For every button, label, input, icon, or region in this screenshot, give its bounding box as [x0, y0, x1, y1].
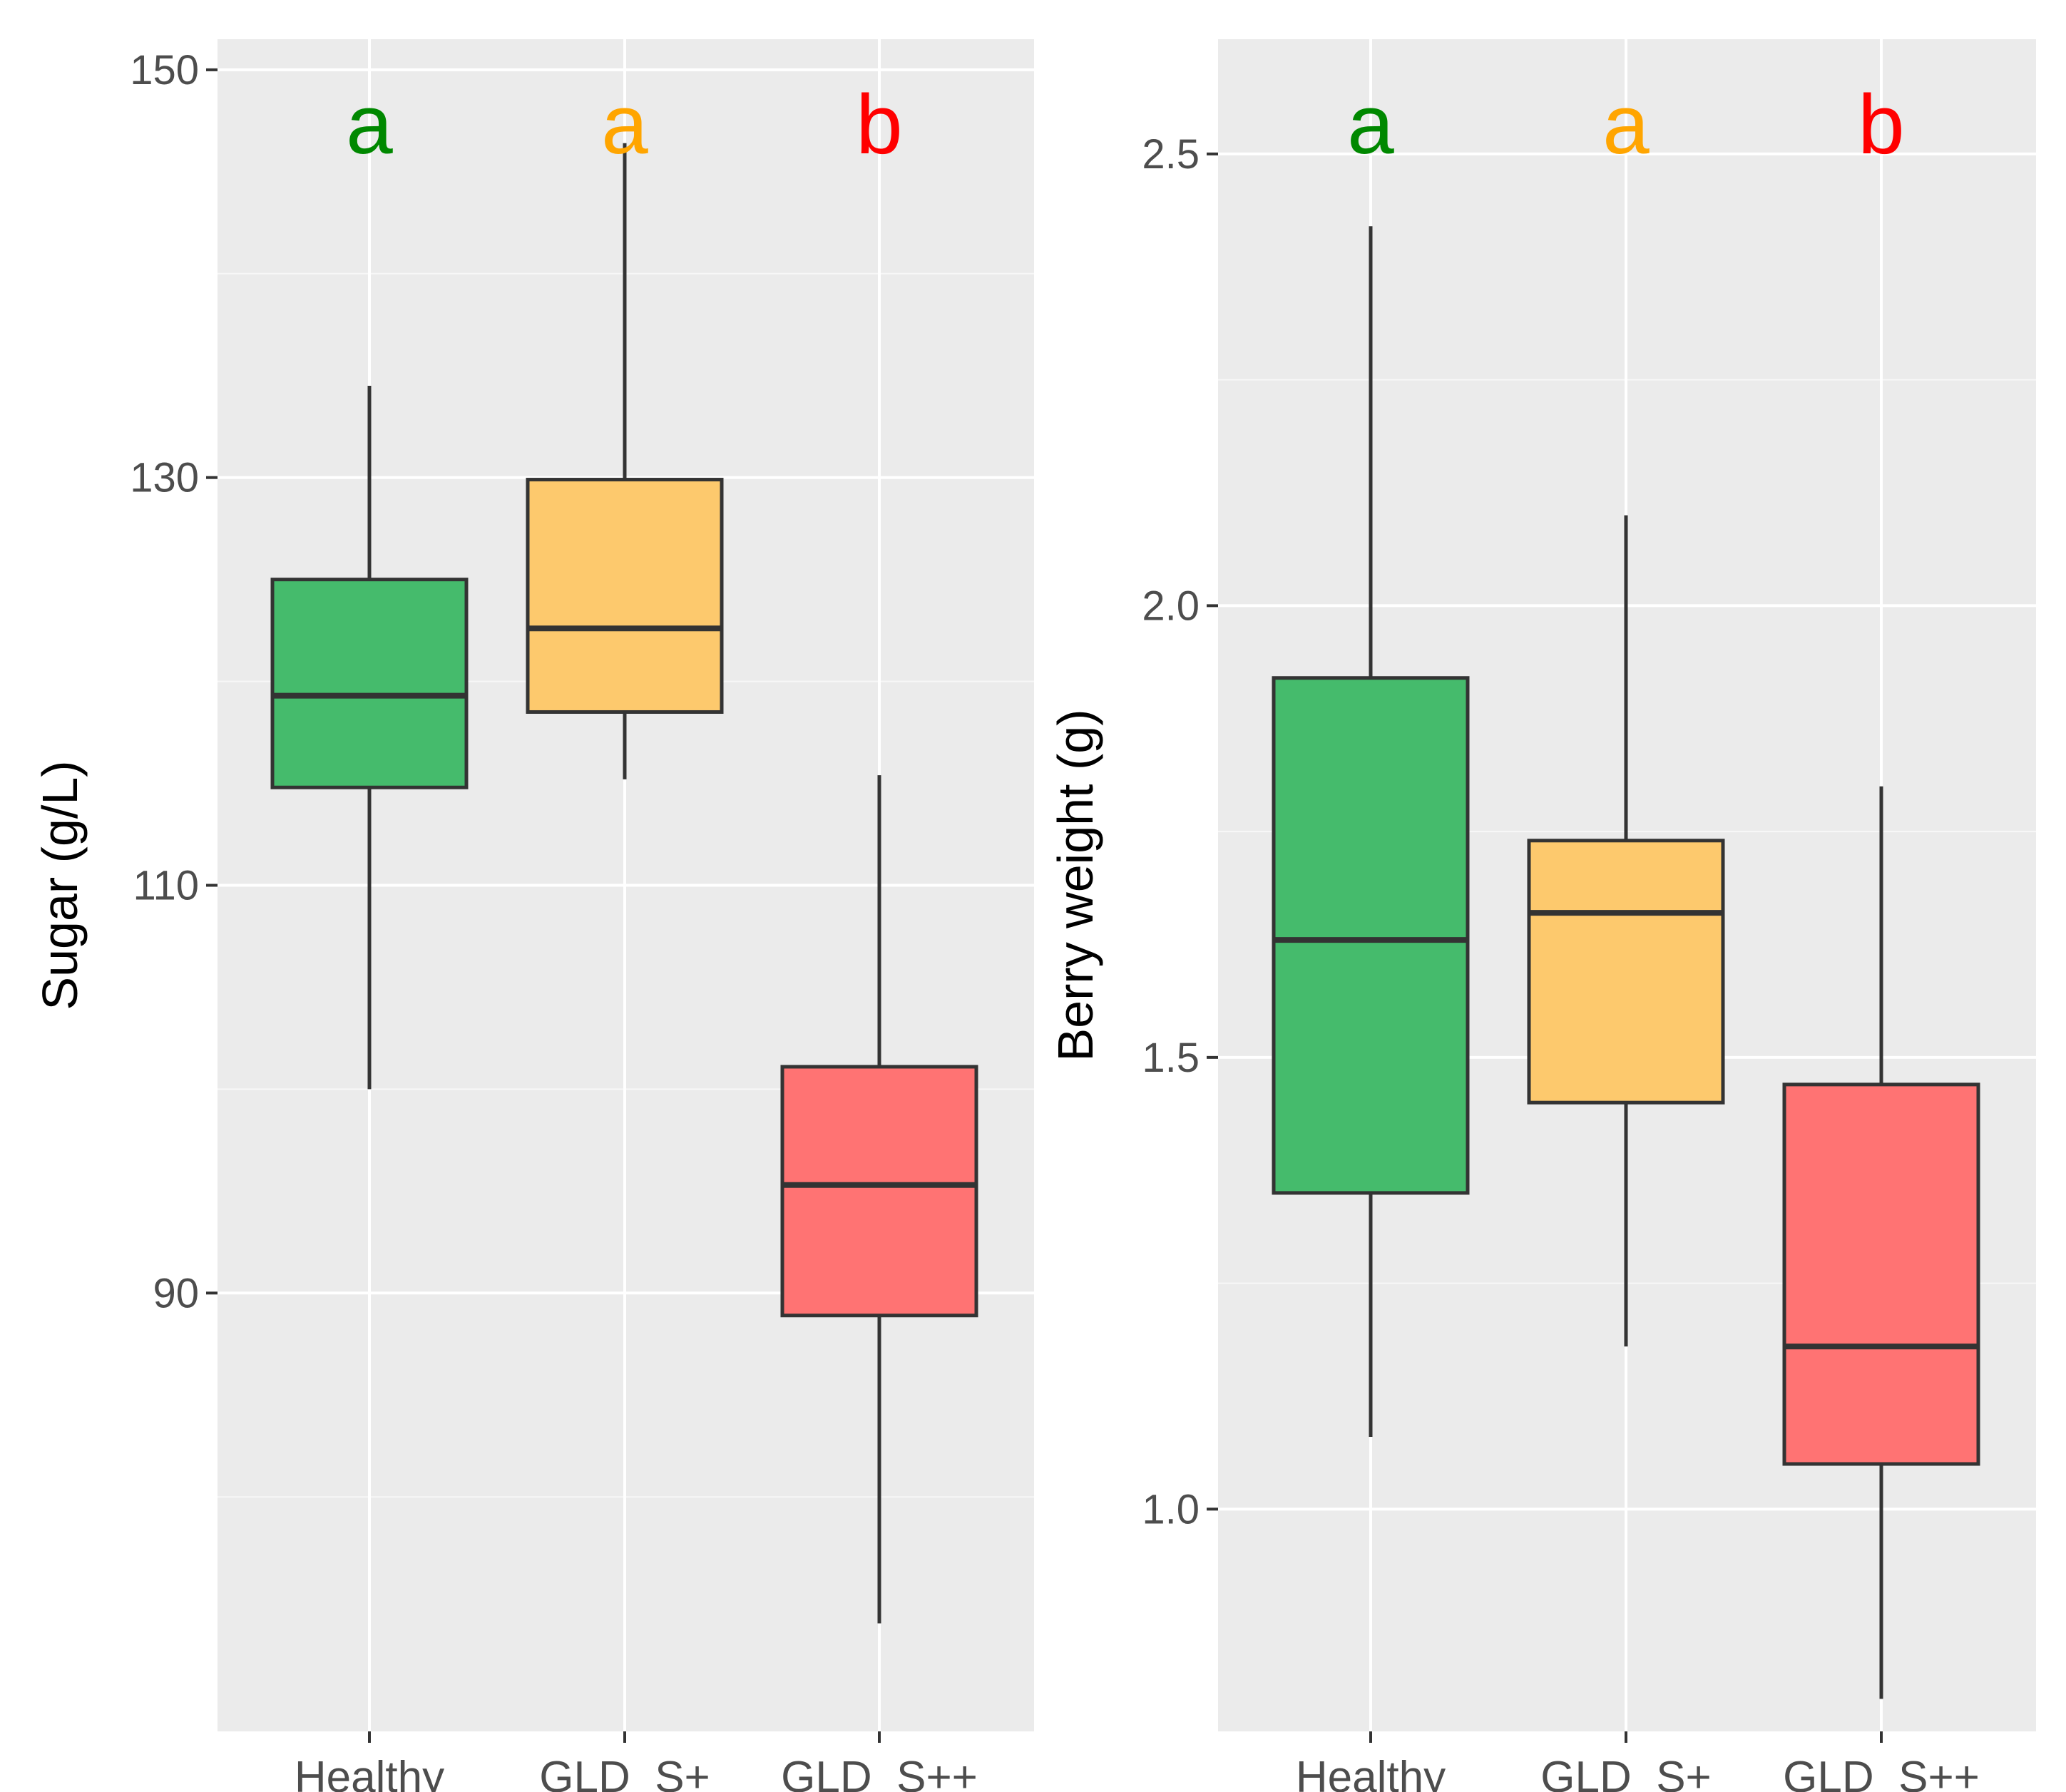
x-tick-label-gld-s-plus: GLD_S+	[1540, 1753, 1712, 1792]
significance-letter-gld-s-plus: a	[1602, 78, 1650, 172]
box-gld-s-plus	[526, 478, 724, 714]
x-tick-label-gld-s-plus-plus: GLD_S++	[1783, 1753, 1980, 1792]
box-healthy	[1272, 676, 1470, 1195]
x-tick-label-gld-s-plus-plus: GLD_S++	[781, 1753, 978, 1792]
y-tick-label: 1.5	[1142, 1035, 1200, 1081]
box-gld-s-plus-plus	[1782, 1082, 1980, 1466]
y-tick-label: 2.0	[1142, 583, 1200, 629]
y-tick-label: 1.0	[1142, 1486, 1200, 1532]
significance-letter-gld-s-plus-plus: b	[856, 78, 903, 172]
x-tick-label-healthy: Healthy	[295, 1753, 444, 1792]
berry-weight-chart: 1.0 1.5 2.0 2.5 Healthy GLD_S+ GLD_S++ Berry we…	[1048, 39, 2036, 1792]
sugar-chart: 90 110 130 150 Healthy GLD_S+ GLD_S++ Sugar (g/…	[32, 39, 1034, 1792]
box-healthy	[270, 578, 469, 789]
box-gld-s-plus	[1527, 839, 1725, 1105]
y-tick-label: 90	[153, 1270, 199, 1316]
y-axis-title: Sugar (g/L)	[32, 760, 88, 1010]
box-gld-s-plus-plus	[780, 1065, 978, 1318]
y-tick-label: 130	[130, 455, 199, 501]
significance-letter-healthy: a	[346, 78, 393, 172]
y-tick-label: 110	[133, 863, 199, 909]
x-tick-label-healthy: Healthy	[1296, 1753, 1446, 1792]
significance-letter-healthy: a	[1347, 78, 1394, 172]
significance-letter-gld-s-plus: a	[601, 78, 648, 172]
y-tick-label: 2.5	[1142, 131, 1200, 178]
y-tick-label: 150	[130, 47, 199, 93]
x-tick-label-gld-s-plus: GLD_S+	[539, 1753, 710, 1792]
significance-letter-gld-s-plus-plus: b	[1858, 78, 1905, 172]
y-axis-title: Berry weight (g)	[1048, 709, 1103, 1061]
